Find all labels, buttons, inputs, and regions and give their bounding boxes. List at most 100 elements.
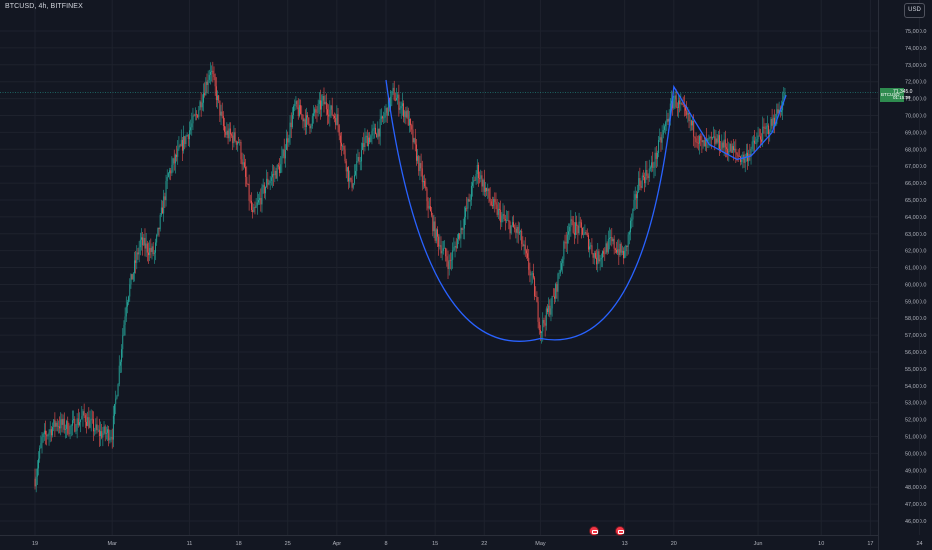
y-tick-label: 73,000.0: [905, 63, 926, 69]
candle-body: [743, 154, 745, 163]
candle-body: [420, 163, 422, 169]
candle-body: [561, 263, 562, 270]
candle-body: [49, 429, 51, 433]
y-tick-label: 47,000.0: [905, 502, 926, 508]
candle-body: [693, 120, 695, 137]
candle-body: [419, 163, 421, 172]
candle-body: [275, 170, 277, 179]
candle-body: [152, 246, 154, 255]
candle-body: [90, 418, 92, 421]
candle-body: [690, 120, 692, 126]
candle-body: [778, 109, 780, 114]
candle-body: [215, 86, 217, 101]
candle-body: [645, 169, 647, 184]
candle-body: [568, 231, 569, 235]
candle-body: [272, 174, 273, 178]
candle-body: [309, 124, 311, 129]
y-tick-label: 61,000.0: [905, 266, 926, 272]
candle-body: [43, 430, 45, 434]
candle-body: [303, 119, 305, 122]
candle-body: [676, 107, 678, 109]
x-tick-label: 11: [187, 541, 193, 547]
candle-body: [612, 239, 614, 242]
candle-body: [328, 114, 330, 117]
candle-body: [681, 103, 683, 105]
candle-body: [468, 199, 470, 202]
candle-body: [260, 197, 262, 205]
currency-button[interactable]: USD: [904, 3, 925, 18]
candle-body: [60, 419, 62, 429]
candle-body: [207, 79, 209, 85]
candle-body: [98, 429, 100, 437]
candle-body: [313, 113, 314, 117]
candle-body: [101, 431, 103, 438]
candle-body: [343, 146, 345, 150]
cup-and-handle-drawing: [385, 79, 787, 342]
candle-body: [602, 251, 603, 258]
candle-body: [130, 274, 132, 285]
candle-body: [627, 234, 629, 247]
earnings-icon[interactable]: [589, 526, 599, 536]
candle-body: [667, 118, 669, 122]
candle-body: [392, 87, 394, 92]
earnings-icon[interactable]: [615, 526, 625, 536]
candle-body: [279, 166, 280, 174]
candle-body: [322, 95, 324, 101]
candle-body: [490, 201, 492, 206]
candle-body: [461, 227, 463, 230]
candle-body: [665, 122, 667, 127]
candle-body: [149, 248, 151, 256]
candle-body: [180, 139, 182, 146]
candle-body: [603, 251, 605, 254]
y-tick-label: 46,000.0: [905, 519, 926, 525]
candle-body: [360, 150, 362, 162]
y-tick-label: 69,000.0: [905, 130, 926, 136]
candle-body: [187, 134, 189, 140]
y-tick-label: 59,000.0: [905, 299, 926, 305]
candle-body: [527, 253, 529, 258]
candle-body: [673, 99, 675, 109]
candle-body: [241, 159, 243, 165]
candle-body: [609, 237, 610, 239]
candle-body: [562, 259, 564, 264]
candle-body: [783, 96, 785, 102]
candle-body: [686, 110, 688, 115]
candle-body: [394, 99, 396, 101]
candle-body: [401, 103, 403, 107]
candle-body: [486, 187, 488, 192]
candle-body: [384, 112, 386, 118]
candle-body: [40, 443, 42, 449]
candle-body: [377, 128, 379, 138]
candle-body: [664, 126, 665, 131]
candle-body: [638, 178, 640, 192]
y-tick-label: 53,000.0: [905, 401, 926, 407]
candle-body: [771, 118, 773, 126]
candle-body: [766, 125, 768, 127]
candle-body: [611, 237, 613, 242]
candle-body: [364, 137, 366, 148]
candle-body: [291, 115, 293, 128]
candle-body: [121, 349, 123, 362]
candle-body: [521, 230, 523, 244]
candle-body: [337, 114, 339, 126]
candle-body: [42, 433, 44, 438]
candle-body: [362, 143, 364, 151]
candle-body: [528, 257, 530, 270]
candle-body: [56, 422, 58, 427]
candle-body: [123, 324, 125, 336]
x-tick-label: 20: [671, 541, 677, 547]
candle-body: [565, 242, 567, 244]
candle-body: [344, 149, 346, 162]
y-tick-label: 54,000.0: [905, 384, 926, 390]
candle-body: [421, 168, 423, 183]
y-tick-label: 55,000.0: [905, 367, 926, 373]
candle-body: [733, 146, 734, 151]
candle-body: [91, 418, 93, 420]
candle-body: [351, 179, 353, 188]
candle-body: [262, 184, 264, 188]
candle-body: [514, 227, 516, 229]
candle-body: [587, 235, 589, 250]
candle-body: [525, 250, 527, 254]
